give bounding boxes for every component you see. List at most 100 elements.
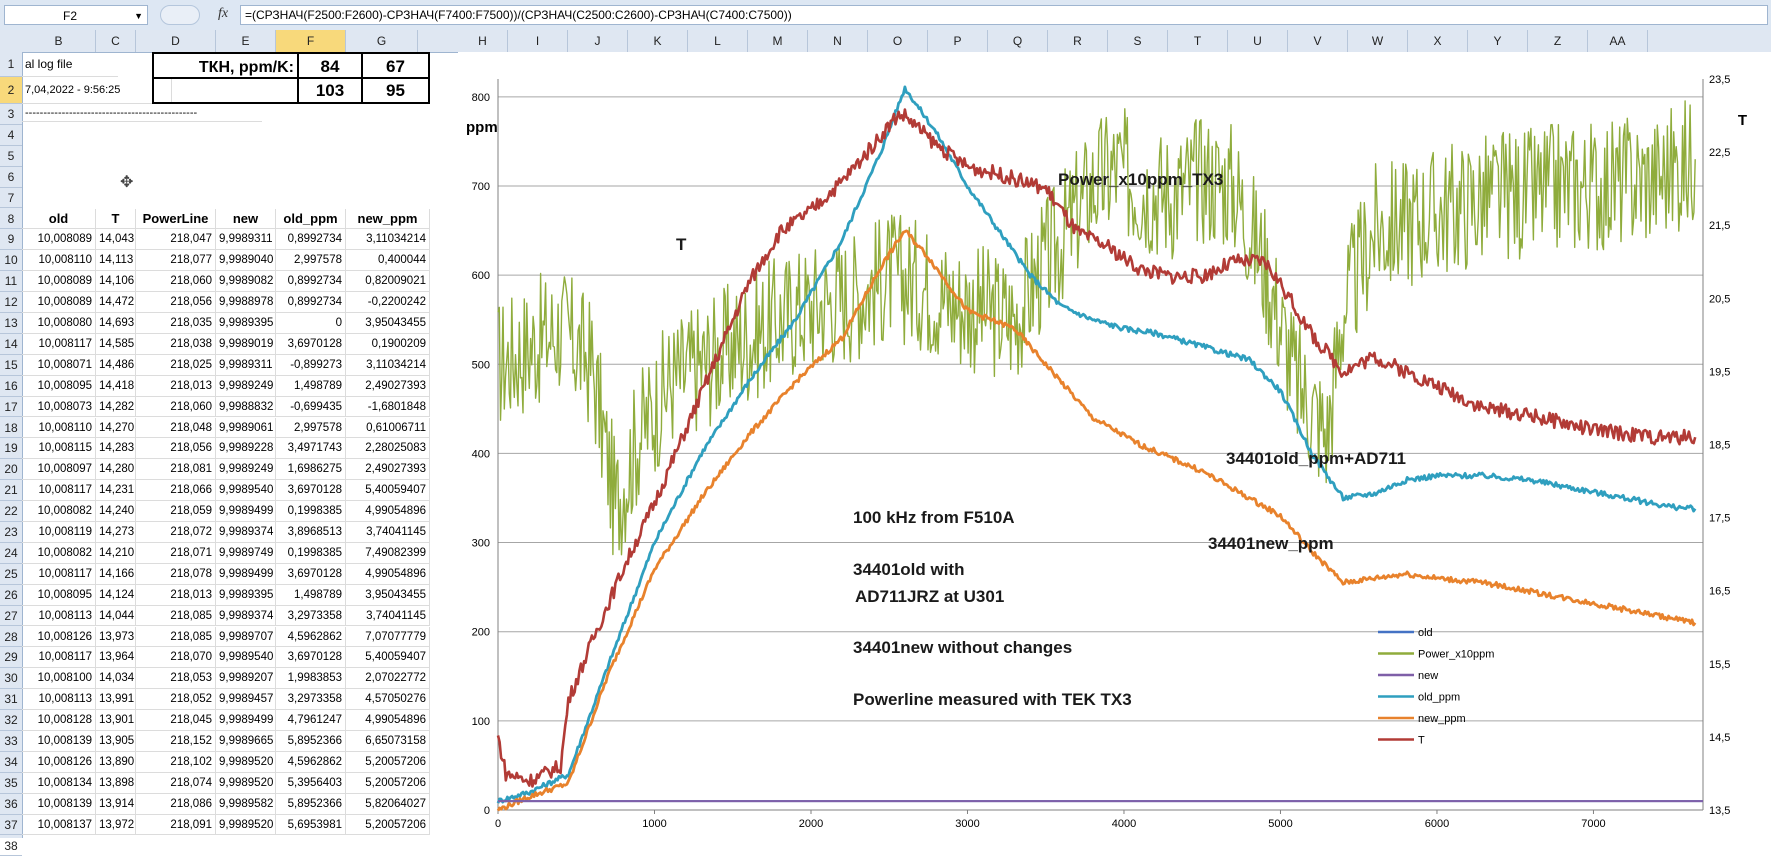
table-cell[interactable]: 9,9989249 [216, 459, 276, 480]
table-cell[interactable]: 9,9989395 [216, 313, 276, 334]
table-cell[interactable]: 3,95043455 [346, 313, 430, 334]
column-title-powerline[interactable]: PowerLine [136, 209, 216, 230]
row-header-36[interactable]: 36 [0, 794, 22, 815]
column-header-l[interactable]: L [688, 30, 748, 52]
column-header-b[interactable]: B [22, 30, 96, 52]
row-header-19[interactable]: 19 [0, 438, 22, 459]
table-cell[interactable]: 218,066 [136, 480, 216, 501]
table-cell[interactable]: 218,025 [136, 355, 216, 376]
table-cell[interactable]: 9,9989311 [216, 229, 276, 250]
cell-f1[interactable]: 84 [297, 52, 363, 79]
table-cell[interactable]: 10,008089 [22, 292, 96, 313]
table-cell[interactable]: 9,9989395 [216, 585, 276, 606]
table-cell[interactable]: 13,964 [96, 647, 136, 668]
table-cell[interactable]: 10,008134 [22, 773, 96, 794]
column-header-r[interactable]: R [1048, 30, 1108, 52]
column-title-old[interactable]: old [22, 209, 96, 230]
table-cell[interactable]: 14,693 [96, 313, 136, 334]
table-cell[interactable]: 13,973 [96, 627, 136, 648]
table-cell[interactable]: 9,9988832 [216, 397, 276, 418]
table-cell[interactable]: 4,5962862 [276, 752, 346, 773]
chevron-down-icon[interactable]: ▼ [134, 6, 143, 26]
table-cell[interactable]: 3,6970128 [276, 564, 346, 585]
table-cell[interactable]: 218,056 [136, 292, 216, 313]
table-cell[interactable]: 1,6986275 [276, 459, 346, 480]
table-cell[interactable]: 10,008128 [22, 710, 96, 731]
table-cell[interactable]: 0,8992734 [276, 292, 346, 313]
table-cell[interactable]: 14,231 [96, 480, 136, 501]
table-cell[interactable]: 14,166 [96, 564, 136, 585]
table-cell[interactable]: 13,914 [96, 794, 136, 815]
table-cell[interactable]: 10,008082 [22, 501, 96, 522]
table-cell[interactable]: 2,49027393 [346, 459, 430, 480]
table-cell[interactable]: 218,074 [136, 773, 216, 794]
table-cell[interactable]: 9,9989499 [216, 710, 276, 731]
row-header-14[interactable]: 14 [0, 334, 22, 355]
table-cell[interactable]: 4,99054896 [346, 501, 430, 522]
tkh-label[interactable]: ТКН, ppm/K: [152, 52, 297, 79]
column-header-d[interactable]: D [136, 30, 216, 52]
table-cell[interactable]: 9,9989082 [216, 271, 276, 292]
table-cell[interactable]: 10,008117 [22, 334, 96, 355]
cell-b3[interactable]: ----------------------------------------… [22, 104, 262, 122]
table-cell[interactable]: 4,7961247 [276, 710, 346, 731]
table-cell[interactable]: 218,078 [136, 564, 216, 585]
row-header-18[interactable]: 18 [0, 418, 22, 439]
table-cell[interactable]: 10,008113 [22, 606, 96, 627]
table-cell[interactable]: 14,043 [96, 229, 136, 250]
table-cell[interactable]: 218,013 [136, 376, 216, 397]
table-cell[interactable]: 10,008137 [22, 815, 96, 836]
table-cell[interactable]: 0,8992734 [276, 229, 346, 250]
table-cell[interactable]: 1,498789 [276, 585, 346, 606]
row-header-8[interactable]: 8 [0, 209, 22, 230]
table-cell[interactable]: 9,9989540 [216, 647, 276, 668]
table-cell[interactable]: 14,106 [96, 271, 136, 292]
column-title-t[interactable]: T [96, 209, 136, 230]
cell-f2[interactable]: 103 [297, 79, 363, 104]
table-cell[interactable]: 9,9989061 [216, 418, 276, 439]
row-header-4[interactable]: 4 [0, 125, 22, 146]
table-cell[interactable]: 7,07077779 [346, 627, 430, 648]
column-header-f[interactable]: F [276, 30, 346, 52]
row-header-13[interactable]: 13 [0, 313, 22, 334]
row-header-32[interactable]: 32 [0, 710, 22, 731]
column-header-n[interactable]: N [808, 30, 868, 52]
table-cell[interactable]: 1,9983853 [276, 668, 346, 689]
row-header-24[interactable]: 24 [0, 543, 22, 564]
table-cell[interactable]: 9,9989249 [216, 376, 276, 397]
row-header-23[interactable]: 23 [0, 522, 22, 543]
column-header-t[interactable]: T [1168, 30, 1228, 52]
column-header-u[interactable]: U [1228, 30, 1288, 52]
table-cell[interactable]: 3,2973358 [276, 606, 346, 627]
table-cell[interactable]: 3,6970128 [276, 334, 346, 355]
tkh-label-lower[interactable] [152, 79, 297, 104]
row-header-28[interactable]: 28 [0, 627, 22, 648]
table-cell[interactable]: 10,008089 [22, 271, 96, 292]
table-cell[interactable]: 2,997578 [276, 418, 346, 439]
table-cell[interactable]: 218,071 [136, 543, 216, 564]
table-cell[interactable]: 10,008100 [22, 668, 96, 689]
column-header-o[interactable]: O [868, 30, 928, 52]
table-cell[interactable]: 0,1900209 [346, 334, 430, 355]
table-cell[interactable]: 9,9989540 [216, 480, 276, 501]
row-header-29[interactable]: 29 [0, 647, 22, 668]
table-cell[interactable]: 9,9989207 [216, 668, 276, 689]
row-header-20[interactable]: 20 [0, 459, 22, 480]
table-cell[interactable]: 14,472 [96, 292, 136, 313]
table-cell[interactable]: 14,273 [96, 522, 136, 543]
table-cell[interactable]: 2,07022772 [346, 668, 430, 689]
table-cell[interactable]: 10,008071 [22, 355, 96, 376]
table-cell[interactable]: 5,20057206 [346, 815, 430, 836]
row-header-1[interactable]: 1 [0, 52, 22, 77]
table-cell[interactable]: 14,113 [96, 250, 136, 271]
table-cell[interactable]: 13,890 [96, 752, 136, 773]
column-header-h[interactable]: H [458, 30, 508, 52]
table-cell[interactable]: 6,65073158 [346, 731, 430, 752]
table-cell[interactable]: 3,74041145 [346, 522, 430, 543]
table-cell[interactable]: 5,8952366 [276, 794, 346, 815]
table-cell[interactable]: 13,901 [96, 710, 136, 731]
table-cell[interactable]: 5,40059407 [346, 480, 430, 501]
table-cell[interactable]: 2,28025083 [346, 438, 430, 459]
